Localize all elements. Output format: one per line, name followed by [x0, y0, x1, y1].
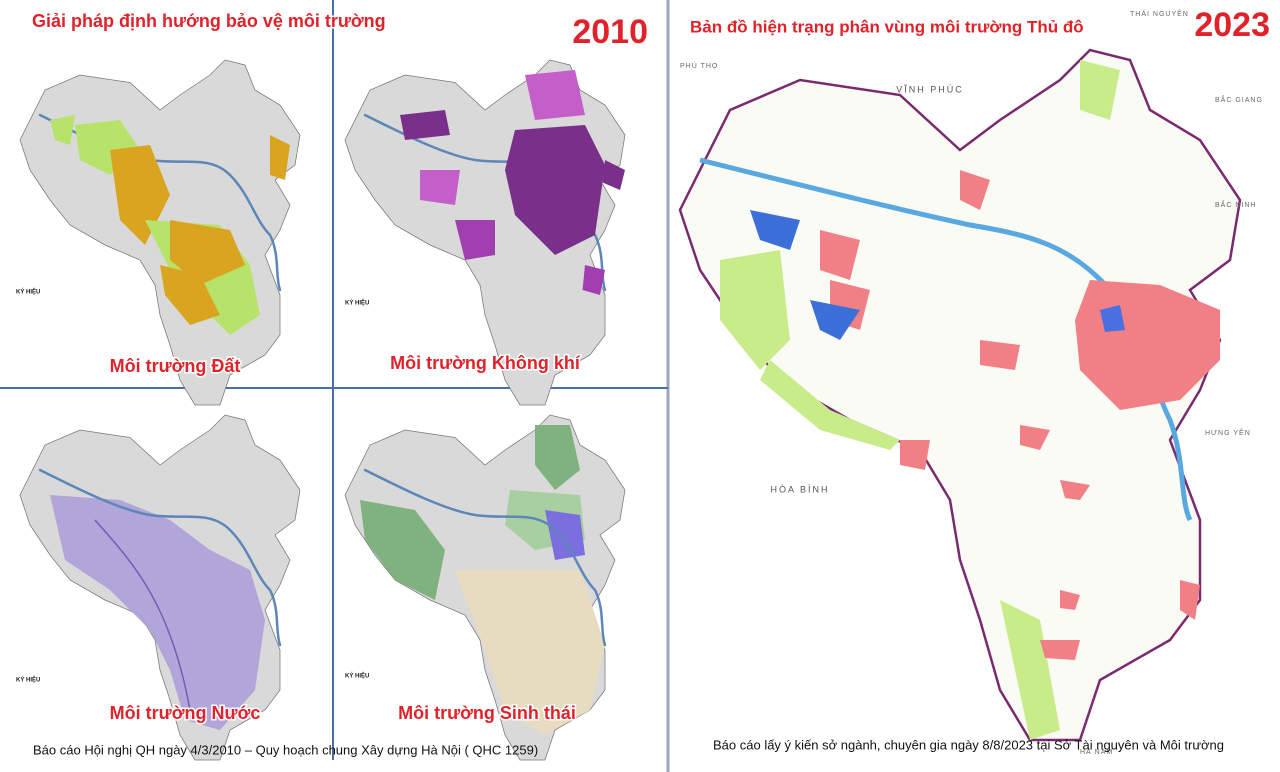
water-map	[19, 414, 301, 761]
urban-zone	[1020, 425, 1050, 450]
air-zone	[505, 125, 605, 255]
map-label: Môi trường Nước	[110, 703, 261, 723]
place-label: BẮC NINH	[1215, 200, 1256, 209]
urban-zone	[980, 340, 1020, 370]
eco-zone	[360, 500, 445, 600]
place-label: HÒA BÌNH	[770, 484, 829, 494]
eco-zone	[545, 510, 585, 560]
air-zone	[525, 70, 585, 120]
lake	[1100, 305, 1125, 332]
right-source: Báo cáo lấy ý kiến sở ngành, chuyên gia …	[713, 737, 1224, 752]
soil-zone	[160, 265, 220, 325]
green-zone	[760, 360, 900, 450]
map-label: Môi trường Đất	[110, 356, 241, 376]
urban-zone	[900, 440, 930, 470]
green-zone	[720, 250, 790, 370]
place-label: BẮC GIANG	[1215, 95, 1263, 104]
map-label: Môi trường Không khí	[390, 353, 581, 373]
map-label: Môi trường Sinh thái	[398, 703, 576, 723]
legend-title: KÝ HIỆU	[16, 676, 40, 684]
eco-zone	[535, 425, 580, 490]
left-source: Báo cáo Hội nghị QH ngày 4/3/2010 – Quy …	[33, 742, 538, 757]
air-zone	[455, 220, 495, 260]
lake	[810, 300, 860, 340]
green-zone	[1000, 600, 1060, 740]
year-label: 2023	[1194, 6, 1270, 44]
stream	[94, 519, 191, 711]
urban-zone	[1040, 640, 1080, 660]
legend-title: KÝ HIỆU	[16, 288, 40, 296]
place-label: THÁI NGUYÊN	[1130, 9, 1189, 18]
air-zone	[400, 110, 450, 140]
urban-zone	[820, 230, 860, 280]
ecology-map	[344, 414, 626, 761]
soil-map	[19, 59, 301, 406]
air-zone	[582, 265, 605, 295]
year-label: 2010	[572, 13, 648, 51]
left-title: Giải pháp định hướng bảo vệ môi trường	[32, 11, 386, 31]
eco-zone	[455, 570, 605, 735]
place-label: PHÚ THỌ	[680, 61, 718, 70]
air-zone	[602, 160, 625, 190]
air-map	[344, 59, 626, 406]
urban-zone	[1060, 590, 1080, 610]
legend-title: KÝ HIỆU	[345, 672, 369, 680]
soil-zone	[170, 220, 245, 285]
urban-zone	[1180, 580, 1200, 620]
place-label: HƯNG YÊN	[1205, 428, 1251, 437]
legend-title: KÝ HIỆU	[345, 299, 369, 307]
urban-zone	[1060, 480, 1090, 500]
green-zone	[1080, 60, 1120, 120]
river	[699, 157, 1193, 522]
soil-zone	[50, 115, 75, 145]
soil-zone	[110, 145, 170, 245]
urban-zone	[960, 170, 990, 210]
place-label: HÀ NAM	[1080, 747, 1113, 756]
soil-zone	[270, 135, 290, 180]
water-zone	[50, 495, 265, 730]
air-zone	[420, 170, 460, 205]
place-label: VĨNH PHÚC	[896, 84, 964, 94]
right-title: Bản đồ hiện trạng phân vùng môi trường T…	[690, 17, 1084, 36]
lake	[750, 210, 800, 250]
current-map	[678, 48, 1242, 742]
